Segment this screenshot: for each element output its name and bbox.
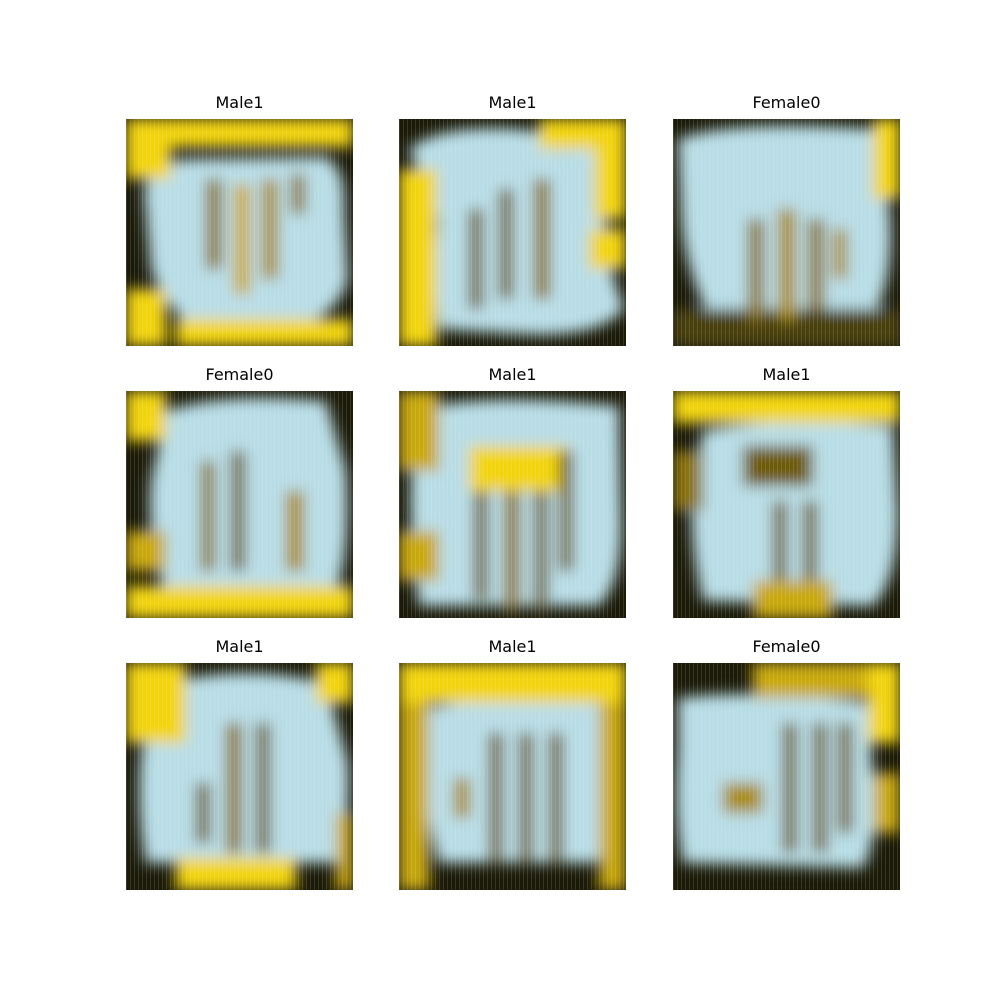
panel-title: Male1 [215, 637, 264, 656]
panel-title: Male1 [488, 365, 537, 384]
panel-image [126, 391, 353, 618]
panel-title: Female0 [205, 365, 274, 384]
panel-image [673, 119, 900, 346]
panel-title: Male1 [762, 365, 811, 384]
panel-image [399, 663, 626, 890]
panel-image [673, 663, 900, 890]
panel-image [126, 663, 353, 890]
panel-image [673, 391, 900, 618]
panel-image [399, 119, 626, 346]
panel-title: Male1 [215, 93, 264, 112]
panel-image [126, 119, 353, 346]
panel-title: Male1 [488, 93, 537, 112]
panel-title: Male1 [488, 637, 537, 656]
panel-title: Female0 [752, 93, 821, 112]
panel-image [399, 391, 626, 618]
panel-title: Female0 [752, 637, 821, 656]
